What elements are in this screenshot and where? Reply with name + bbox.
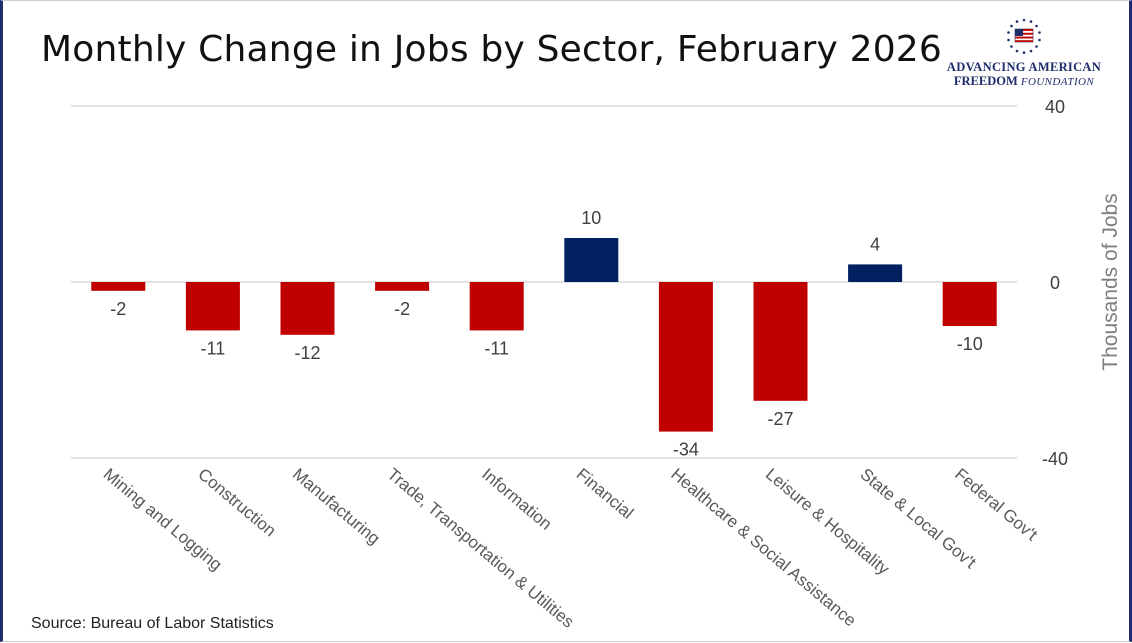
x-tick-label: Federal Gov't [951,465,1041,545]
x-tick-label: Trade, Transportation & Utilities [384,465,578,632]
chart-title: Monthly Change in Jobs by Sector, Februa… [41,29,943,70]
x-tick-label: Manufacturing [289,465,384,549]
logo: ADVANCING AMERICAN FREEDOM FOUNDATION [931,17,1117,89]
data-label: -10 [957,334,983,354]
y-tick-label: -40 [1042,449,1068,469]
data-label: 10 [581,208,601,228]
bar [753,282,808,401]
logo-foundation: FOUNDATION [1020,76,1095,88]
data-label: -2 [394,299,410,319]
x-tick-label: Construction [194,465,279,541]
bar [91,282,146,291]
bar [185,282,240,331]
source-note: Source: Bureau of Labor Statistics [31,615,274,632]
data-label: -11 [201,338,226,358]
american-flag-seal-icon [1007,18,1041,54]
data-label: -34 [673,440,699,460]
data-label: -2 [110,299,126,319]
bar [848,264,903,282]
x-tick-label: Information [478,465,555,534]
data-label: -12 [294,343,320,363]
y-axis-title: Thousands of Jobs [1099,193,1122,370]
bar [375,282,430,291]
data-label: -27 [767,409,793,429]
bar [280,282,335,335]
bar [564,238,619,282]
bar [658,282,713,432]
logo-freedom: FREEDOM [953,74,1018,88]
y-tick-label: 40 [1045,97,1065,117]
logo-line1: ADVANCING AMERICAN [946,60,1102,74]
data-label: 4 [870,234,880,254]
bar [942,282,997,326]
data-label: -11 [484,338,509,358]
logo-line2: FREEDOM FOUNDATION [931,74,1117,89]
y-tick-label: 0 [1050,273,1060,293]
bar [469,282,524,331]
x-tick-label: Financial [573,465,637,523]
x-tick-label: Healthcare & Social Assistance [667,465,859,631]
